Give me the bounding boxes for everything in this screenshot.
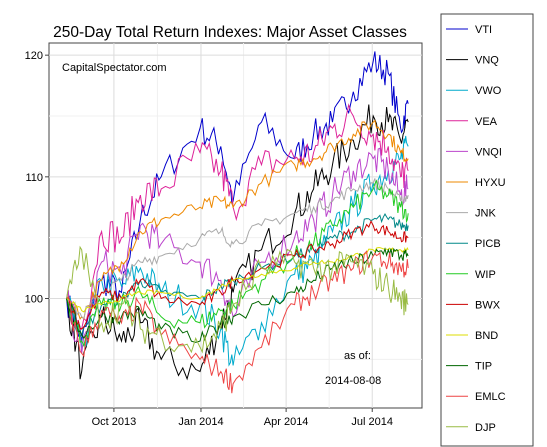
legend-label-hyxu: HYXU [475, 177, 506, 189]
y-tick-label: 110 [25, 172, 43, 184]
legend-label-vnq: VNQ [475, 55, 499, 67]
legend-label-djp: DJP [475, 422, 496, 434]
legend-label-vnqi: VNQI [475, 146, 502, 158]
x-tick-label: Jan 2014 [178, 416, 223, 428]
y-tick-label: 120 [25, 50, 43, 62]
series-line-jnk [66, 178, 409, 320]
legend-label-vti: VTI [475, 24, 492, 36]
series-line-vnq [66, 104, 409, 381]
legend-label-bwx: BWX [475, 299, 501, 311]
chart-title: 250-Day Total Return Indexes: Major Asse… [53, 24, 407, 41]
series-line-bnd [66, 246, 409, 313]
legend-label-picb: PICB [475, 238, 501, 250]
legend-label-vea: VEA [475, 116, 498, 128]
legend-label-vwo: VWO [475, 85, 502, 97]
x-tick-label: Apr 2014 [264, 416, 309, 428]
legend-label-bnd: BND [475, 330, 498, 342]
series-line-djp [66, 245, 409, 354]
legend-label-jnk: JNK [475, 208, 496, 220]
series-line-wip [66, 179, 409, 348]
grid [49, 43, 422, 408]
x-tick-label: Jul 2014 [351, 416, 393, 428]
legend-label-emlc: EMLC [475, 391, 506, 403]
series-line-vnqi [66, 147, 409, 354]
series-line-emlc [66, 250, 409, 394]
legend [440, 13, 534, 447]
legend-label-tip: TIP [475, 361, 492, 373]
series-line-hyxu [66, 119, 409, 321]
plot-area [48, 42, 423, 409]
series-line-vti [66, 51, 409, 342]
x-axis: Oct 2013 Jan 2014 Apr 2014 Jul 2014 [92, 408, 393, 428]
x-tick-label: Oct 2013 [92, 416, 137, 428]
y-axis: 100 110 120 [25, 50, 49, 306]
legend-label-wip: WIP [475, 269, 496, 281]
legend-items: VTI VNQ VWO VEA VNQI HYXU JNK PICB WIP BWX BND TIP E… [446, 24, 506, 434]
series-lines [66, 51, 409, 394]
series-line-bwx [66, 219, 409, 330]
y-tick-label: 100 [25, 294, 43, 306]
watermark: CapitalSpectator.com [62, 62, 167, 74]
as-of-date: 2014-08-08 [325, 375, 381, 387]
series-line-tip [66, 247, 409, 343]
as-of-label: as of: [344, 350, 371, 362]
